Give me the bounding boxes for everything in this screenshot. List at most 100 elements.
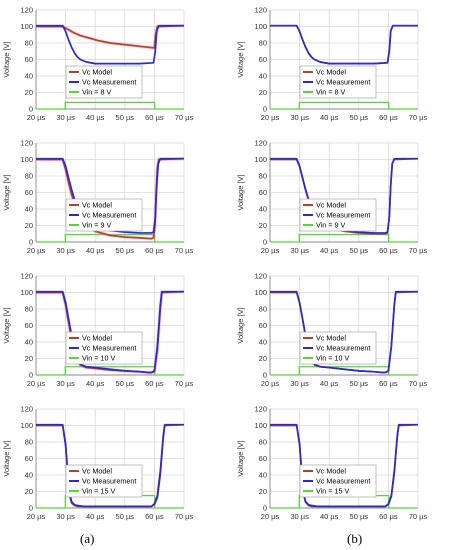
x-tick-label: 30 µs: [56, 512, 75, 521]
y-tick-label: 80: [25, 172, 33, 181]
x-tick-label: 20 µs: [261, 246, 280, 255]
y-tick-label: 60: [259, 188, 267, 197]
x-tick-label: 70 µs: [409, 113, 428, 122]
y-axis-label: Voltage [V]: [2, 307, 11, 343]
y-tick-label: 80: [259, 172, 267, 181]
y-tick-label: 100: [20, 155, 33, 164]
y-tick-label: 20: [259, 487, 267, 496]
x-tick-label: 40 µs: [320, 246, 339, 255]
y-tick-label: 120: [254, 139, 267, 148]
y-tick-label: 40: [259, 205, 267, 214]
legend-label: Vc Model: [82, 68, 112, 77]
x-tick-label: 70 µs: [409, 246, 428, 255]
y-tick-label: 80: [25, 305, 33, 314]
x-tick-label: 20 µs: [261, 512, 280, 521]
x-tick-label: 70 µs: [409, 512, 428, 521]
caption-b: (b): [347, 531, 363, 546]
x-tick-label: 50 µs: [116, 379, 135, 388]
x-tick-label: 30 µs: [290, 379, 309, 388]
chart-panel-a2: 0 20 40 60 80 100 120 20 µs 30 µs 40 µs 50 µs 60 µs…: [2, 139, 193, 256]
y-tick-label: 80: [259, 39, 267, 48]
y-tick-label: 40: [25, 72, 33, 81]
x-tick-label: 50 µs: [350, 113, 369, 122]
x-tick-label: 20 µs: [27, 512, 46, 521]
legend-label: Vc Measurement: [316, 344, 370, 353]
legend-label: Vc Model: [316, 201, 346, 210]
series-line-vc-measurement: [36, 24, 184, 65]
y-tick-label: 60: [259, 321, 267, 330]
caption-a: (a): [80, 531, 95, 546]
y-tick-label: 100: [254, 22, 267, 31]
y-axis-label: Voltage [V]: [2, 41, 11, 77]
x-tick-label: 30 µs: [56, 113, 75, 122]
y-tick-label: 60: [25, 454, 33, 463]
y-tick-label: 120: [254, 6, 267, 15]
y-tick-label: 60: [25, 188, 33, 197]
y-tick-label: 0: [29, 105, 33, 114]
x-tick-label: 50 µs: [116, 113, 135, 122]
y-tick-label: 0: [263, 238, 267, 247]
x-tick-label: 50 µs: [350, 246, 369, 255]
x-tick-label: 40 µs: [320, 379, 339, 388]
legend-label: Vin = 9 V: [316, 221, 345, 230]
series-line-vin-8-v: [270, 101, 418, 110]
x-tick-label: 30 µs: [56, 379, 75, 388]
x-tick-label: 20 µs: [261, 379, 280, 388]
y-tick-label: 0: [263, 504, 267, 513]
x-tick-label: 40 µs: [320, 113, 339, 122]
legend-label: Vc Measurement: [82, 477, 136, 486]
y-tick-label: 20: [259, 221, 267, 230]
y-tick-label: 80: [259, 305, 267, 314]
x-tick-label: 70 µs: [175, 246, 194, 255]
series-line-vin-10-v: [36, 366, 184, 376]
x-tick-label: 60 µs: [145, 113, 164, 122]
y-tick-label: 0: [263, 371, 267, 380]
chart-panel-a4: 0 20 40 60 80 100 120 20 µs 30 µs 40 µs 50 µs 60 µs…: [2, 405, 193, 522]
y-tick-label: 40: [259, 72, 267, 81]
y-axis-label: Voltage [V]: [236, 307, 245, 343]
y-tick-label: 20: [25, 487, 33, 496]
y-tick-label: 120: [20, 139, 33, 148]
legend-label: Vc Measurement: [82, 211, 136, 220]
x-tick-label: 30 µs: [290, 246, 309, 255]
x-tick-label: 60 µs: [379, 113, 398, 122]
series-line-vc-model: [270, 24, 418, 65]
legend-label: Vc Measurement: [82, 344, 136, 353]
x-tick-label: 30 µs: [290, 113, 309, 122]
x-tick-label: 70 µs: [175, 113, 194, 122]
y-tick-label: 120: [20, 272, 33, 281]
x-tick-label: 40 µs: [320, 512, 339, 521]
y-axis-label: Voltage [V]: [2, 174, 11, 210]
y-tick-label: 100: [254, 155, 267, 164]
legend-label: Vin = 8 V: [82, 88, 111, 97]
y-tick-label: 0: [29, 371, 33, 380]
x-tick-label: 60 µs: [379, 379, 398, 388]
x-tick-label: 20 µs: [27, 246, 46, 255]
series-line-vin-10-v: [270, 366, 418, 376]
y-tick-label: 120: [20, 6, 33, 15]
series-line-vc-measurement: [270, 24, 418, 65]
chart-panel-b3: 0 20 40 60 80 100 120 20 µs 30 µs 40 µs 50 µs 60 µs…: [236, 272, 427, 389]
x-tick-label: 40 µs: [86, 113, 105, 122]
y-tick-label: 20: [25, 354, 33, 363]
y-tick-label: 100: [20, 22, 33, 31]
y-tick-label: 80: [25, 438, 33, 447]
x-tick-label: 20 µs: [261, 113, 280, 122]
y-axis-label: Voltage [V]: [236, 41, 245, 77]
y-tick-label: 40: [259, 338, 267, 347]
x-tick-label: 60 µs: [379, 246, 398, 255]
y-tick-label: 60: [259, 454, 267, 463]
legend-label: Vc Measurement: [316, 211, 370, 220]
y-tick-label: 40: [259, 471, 267, 480]
legend-label: Vc Measurement: [316, 477, 370, 486]
legend-label: Vc Model: [316, 68, 346, 77]
x-tick-label: 30 µs: [290, 512, 309, 521]
x-tick-label: 70 µs: [409, 379, 428, 388]
series-line-vin-8-v: [36, 101, 184, 110]
chart-panel-a3: 0 20 40 60 80 100 120 20 µs 30 µs 40 µs 50 µs 60 µs…: [2, 272, 193, 389]
x-tick-label: 50 µs: [116, 246, 135, 255]
chart-panel-b2: 0 20 40 60 80 100 120 20 µs 30 µs 40 µs 50 µs 60 µs…: [236, 139, 427, 256]
x-tick-label: 40 µs: [86, 246, 105, 255]
legend-label: Vc Model: [316, 467, 346, 476]
y-tick-label: 100: [20, 288, 33, 297]
